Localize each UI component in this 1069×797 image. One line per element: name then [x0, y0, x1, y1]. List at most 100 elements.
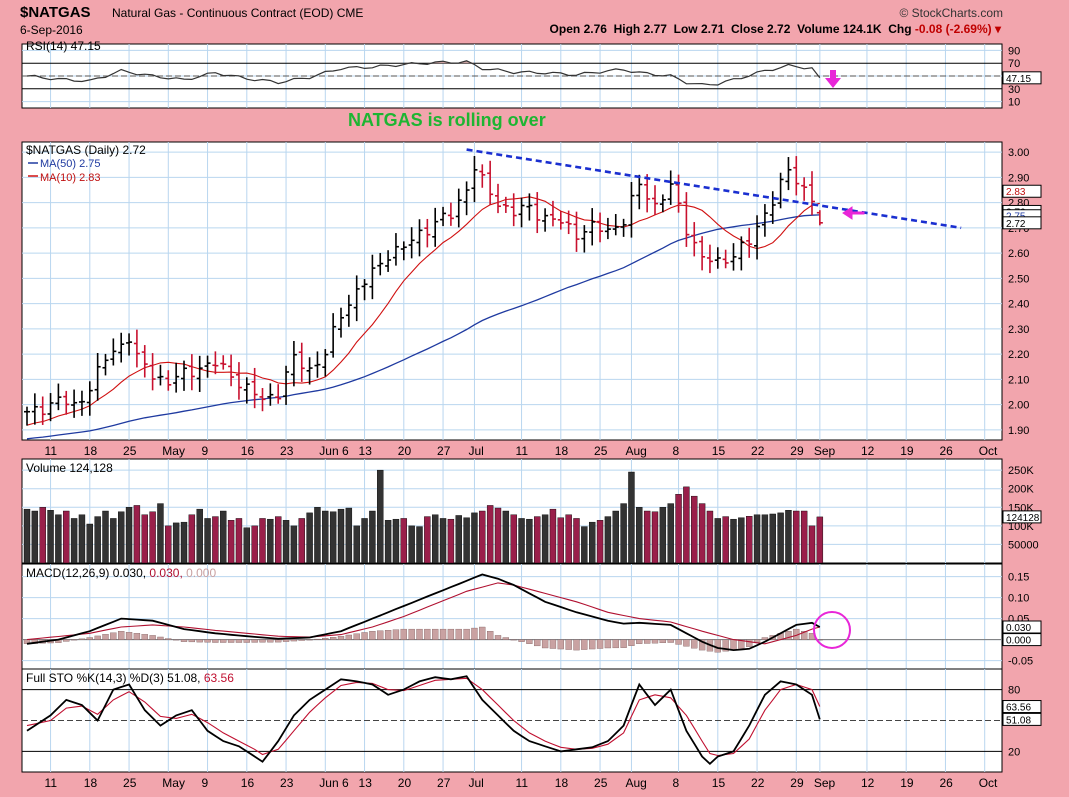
x-axis-label: 12 — [861, 776, 875, 790]
x-axis-label: 16 — [241, 444, 255, 458]
macd-hist-bar — [722, 639, 729, 652]
macd-hist-bar — [251, 639, 258, 643]
x-axis-label: 11 — [45, 444, 58, 458]
ohlc-bar — [251, 367, 258, 409]
x-axis-label: 9 — [202, 444, 209, 458]
volume-bar — [110, 518, 117, 564]
macd-hist-bar — [282, 639, 290, 642]
volume-bar — [683, 486, 690, 564]
symbol-description: Natural Gas - Continuous Contract (EOD) … — [112, 6, 364, 20]
macd-hist-bar — [557, 639, 564, 650]
macd-hist-bar — [298, 639, 305, 641]
macd-hist-bar — [494, 635, 502, 640]
macd-signal-tag: 0.000 — [1006, 636, 1031, 647]
volume-bar — [549, 508, 557, 564]
volume-bar — [361, 518, 368, 564]
macd-hist-bar — [534, 639, 541, 647]
volume-bar — [306, 512, 313, 564]
volume-bar — [714, 518, 721, 564]
volume-bar — [157, 503, 164, 564]
macd-legend: MACD(12,26,9) 0.030, 0.030, 0.000 — [26, 566, 216, 580]
ohlc-bar — [408, 227, 415, 259]
open-label: Open — [549, 22, 581, 36]
volume-tick-label: 100K — [1008, 521, 1034, 533]
volume-bar — [675, 494, 682, 564]
volume-bar — [432, 514, 439, 564]
macd-hist-bar — [369, 631, 376, 640]
x-axis-label: 18 — [555, 444, 569, 458]
ohlc-bar — [549, 200, 556, 227]
rsi-arrow-icon — [825, 70, 841, 88]
macd-hist-bar — [471, 627, 478, 640]
x-axis-label: 9 — [202, 776, 209, 790]
rsi-tick-label: 70 — [1008, 58, 1020, 70]
volume-bar — [494, 507, 502, 564]
x-axis-label: 25 — [594, 444, 608, 458]
x-axis-label: Jul — [468, 776, 483, 790]
macd-hist-bar — [424, 628, 431, 640]
volume-bar — [486, 505, 494, 564]
macd-hist-bar — [157, 636, 164, 640]
macd-hist-bar — [243, 639, 250, 643]
macd-hist-bar — [636, 639, 643, 644]
ohlc-bar — [683, 192, 690, 247]
ohlc-bar — [71, 389, 78, 418]
volume-bar — [769, 513, 776, 564]
macd-hist-bar — [581, 639, 588, 650]
macd-tick-label: 0.10 — [1008, 593, 1029, 605]
ohlc-bar — [659, 194, 666, 213]
ohlc-bar — [298, 342, 305, 382]
macd-value-tag-box — [1002, 620, 1042, 634]
rsi-current-tag: 47.15 — [1006, 74, 1031, 85]
ohlc-bar — [94, 352, 101, 401]
ohlc-bar — [126, 333, 133, 356]
ohlc-bar — [361, 279, 368, 301]
x-axis-label: 23 — [280, 444, 294, 458]
ohlc-bar — [86, 381, 93, 416]
ohlc-bar — [267, 383, 274, 406]
volume-bar — [47, 510, 54, 564]
macd-hist-bar — [801, 631, 808, 640]
sto-d-line — [26, 677, 821, 757]
volume-bar — [761, 514, 769, 564]
volume-bar — [596, 520, 604, 564]
rsi-tick-label: 90 — [1008, 45, 1020, 57]
ohlc-bar — [338, 307, 344, 338]
ohlc-bar — [714, 247, 721, 269]
rsi-plot — [22, 44, 1002, 108]
ohlc-bar — [24, 406, 30, 426]
macd-hist-bar — [738, 639, 745, 649]
ohlc-bar — [463, 181, 470, 216]
volume-bar — [800, 510, 808, 564]
price-tick-label: 2.40 — [1008, 299, 1029, 311]
macd-hist-bar — [455, 628, 462, 640]
macd-hist-bar — [691, 639, 698, 649]
x-axis-label: 12 — [861, 444, 875, 458]
x-axis-label: 11 — [516, 444, 529, 458]
volume-bar — [39, 507, 46, 564]
x-axis-label: Oct — [979, 776, 998, 790]
macd-legend-part: 0.030, — [146, 566, 183, 580]
ohlc-bar — [487, 160, 494, 205]
macd-hist-bar — [392, 629, 400, 640]
macd-line — [26, 573, 821, 652]
x-axis-label: Jun 6 — [319, 776, 349, 790]
ohlc-bar — [816, 210, 823, 226]
ohlc-bar — [699, 236, 706, 271]
macd-hist-bar — [290, 639, 298, 642]
ohlc-bar — [557, 211, 564, 230]
ohlc-bar — [228, 354, 235, 387]
ohlc-bar — [432, 207, 439, 247]
close-tag-box — [1002, 216, 1042, 230]
volume-bar — [259, 518, 266, 564]
macd-hist-bar — [353, 633, 360, 640]
x-axis-label: Oct — [979, 444, 998, 458]
macd-hist-bar — [620, 639, 627, 648]
ohlc-bar — [165, 370, 172, 391]
macd-hist-bar — [259, 639, 266, 643]
ohlc-bar — [675, 174, 682, 213]
price-tick-label: 1.90 — [1008, 425, 1029, 437]
ohlc-bar — [793, 156, 800, 196]
ohlc-bar — [510, 193, 517, 227]
x-axis-label: 16 — [241, 776, 255, 790]
